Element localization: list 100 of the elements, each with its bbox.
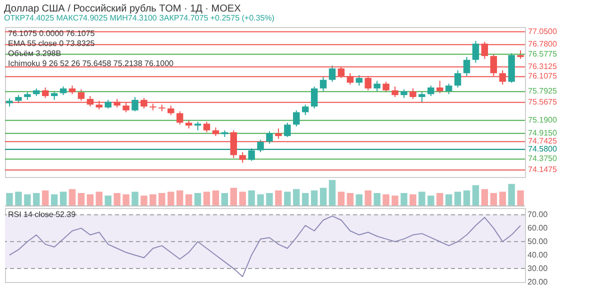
candlestick: [356, 74, 362, 86]
bar: [78, 193, 85, 206]
bar: [284, 192, 291, 206]
bar: [346, 193, 354, 206]
candlestick: [302, 104, 309, 116]
candlestick: [418, 92, 426, 104]
candlestick: [436, 80, 444, 94]
candlestick: [176, 110, 184, 126]
bar: [42, 190, 49, 206]
candlestick: [392, 86, 398, 98]
bar: [392, 196, 398, 206]
bar: [24, 194, 31, 206]
bar: [320, 188, 327, 206]
bar: [418, 192, 426, 206]
bar: [194, 193, 202, 206]
bar: [445, 194, 452, 206]
bar: [310, 190, 318, 206]
bar: [499, 192, 506, 206]
candlestick: [374, 80, 380, 92]
bar: [328, 180, 336, 206]
bar: [50, 194, 58, 206]
candlestick: [472, 40, 480, 64]
bar: [203, 192, 210, 206]
bar: [248, 190, 255, 206]
bar: [212, 190, 220, 206]
bar: [239, 192, 246, 206]
candlestick: [293, 110, 300, 128]
bar: [517, 190, 524, 206]
bar: [364, 190, 372, 206]
ref-line-label: 76.5775: [528, 49, 558, 58]
y-tick-label: 30.00: [528, 264, 548, 274]
bar: [436, 193, 444, 206]
bar: [275, 190, 282, 206]
bar: [158, 193, 166, 206]
bar: [33, 193, 40, 206]
bar: [302, 193, 309, 206]
ref-line-label: 75.5675: [528, 97, 558, 106]
bar: [230, 188, 237, 206]
candlestick: [239, 152, 246, 164]
candlestick: [168, 105, 174, 116]
bar: [185, 194, 192, 206]
candlestick: [132, 96, 138, 112]
y-tick-label: 40.00: [528, 250, 548, 260]
candlestick: [42, 86, 49, 98]
ref-line-label: 74.3750: [528, 154, 558, 164]
candlestick: [266, 130, 273, 144]
candlestick: [428, 85, 434, 97]
ref-line-label: 74.1475: [528, 164, 558, 174]
bar: [68, 189, 76, 206]
bar: [454, 192, 462, 206]
bar: [508, 184, 515, 206]
bar: [96, 192, 102, 206]
candlestick: [382, 81, 390, 93]
ref-line-label: 75.7925: [528, 86, 558, 96]
bar: [374, 193, 380, 206]
bar: [221, 193, 228, 206]
bar: [356, 194, 362, 206]
bar: [150, 194, 156, 206]
bar: [490, 193, 497, 206]
bar: [168, 192, 174, 206]
bar: [410, 194, 416, 206]
ref-line-label: 74.9150: [528, 128, 558, 138]
bar: [472, 185, 480, 206]
ref-line-label: 77.0500: [528, 26, 558, 36]
bar: [338, 192, 345, 206]
candlestick: [248, 148, 255, 162]
candlestick: [275, 128, 282, 140]
bar: [104, 196, 112, 206]
annotation: RSI 14 close 52.39: [8, 210, 76, 219]
line-series: [8, 216, 522, 278]
y-tick-label: 20.00: [528, 278, 548, 286]
bar: [140, 196, 148, 206]
bar: [428, 196, 434, 206]
annotation: Ichimoku 9 26 52 26 75.6458 75.2138 76.1000: [8, 59, 174, 68]
y-tick-label: 70.00: [528, 210, 548, 220]
candlestick: [203, 121, 210, 133]
bar: [176, 190, 184, 206]
bar: [122, 194, 130, 206]
bar: [481, 189, 488, 206]
y-tick-label: 50.00: [528, 237, 548, 246]
candlestick: [445, 83, 452, 95]
chart-subtitle: ОТКР74.4025 МАКС74.9025 МИН74.3100 ЗАКР74.7075 +0.2575 (+0.35%): [4, 14, 275, 22]
bar: [15, 192, 22, 206]
bar: [132, 192, 138, 206]
bar: [463, 190, 470, 206]
bar: [382, 194, 390, 206]
candlestick: [310, 86, 318, 109]
ref-line-label: 76.7800: [528, 40, 558, 49]
ref-line-label: 76.1075: [528, 72, 558, 81]
bar: [6, 193, 13, 206]
bar: [257, 194, 264, 206]
bar: [86, 194, 94, 206]
ref-line-label: 74.5800: [528, 144, 558, 154]
candlestick: [328, 65, 336, 82]
bar: [60, 192, 67, 206]
chart-title: Доллар США / Российский рубль TOM · 1Д · MOEX: [4, 4, 242, 14]
y-tick-label: 60.00: [528, 224, 548, 233]
candlestick: [320, 76, 327, 92]
ref-line-label: 74.7425: [528, 136, 558, 146]
bar: [266, 193, 273, 206]
